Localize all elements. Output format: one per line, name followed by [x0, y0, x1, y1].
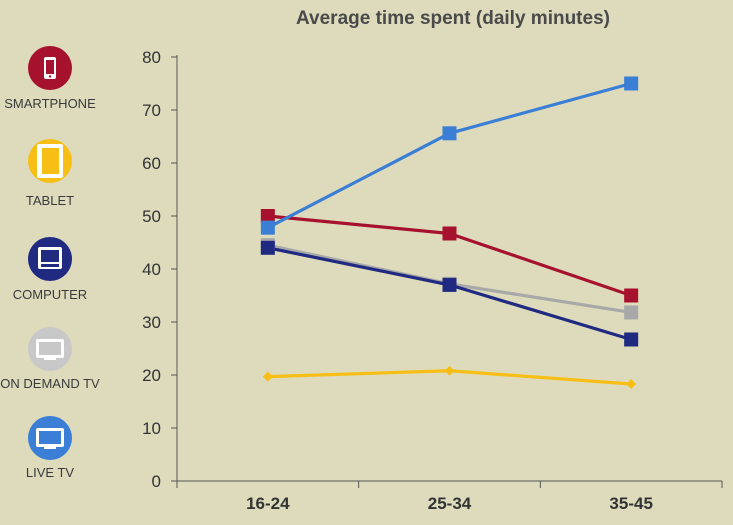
data-point-live-tv	[260, 220, 275, 235]
data-point-smartphone	[442, 226, 457, 241]
data-point-computer	[442, 277, 457, 292]
data-point-live-tv	[442, 126, 457, 141]
legend-label: LIVE TV	[26, 465, 75, 480]
smartphone-icon	[44, 57, 56, 79]
series-line-computer	[267, 246, 632, 342]
data-point-smartphone	[624, 288, 639, 303]
data-point-on-demand-tv	[624, 305, 639, 320]
legend-label: COMPUTER	[13, 287, 87, 302]
tv-icon	[36, 428, 64, 449]
x-tick-label: 25-34	[428, 494, 472, 513]
data-point-computer	[624, 332, 639, 347]
chart-title: Average time spent (daily minutes)	[296, 8, 610, 29]
y-tick-label: 0	[152, 472, 161, 491]
y-tick-label: 60	[142, 154, 161, 173]
y-tick-label: 70	[142, 101, 161, 120]
y-tick-label: 10	[142, 419, 161, 438]
legend-item-computer: COMPUTER	[13, 237, 87, 302]
data-point-tablet	[444, 365, 455, 376]
legend-item-tablet: TABLET	[26, 139, 74, 208]
y-tick-label: 30	[142, 313, 161, 332]
computer-icon	[38, 247, 62, 269]
data-point-live-tv	[624, 76, 639, 91]
legend-label: SMARTPHONE	[4, 96, 96, 111]
legend-item-live-tv: LIVE TV	[26, 416, 75, 480]
legend-label: TABLET	[26, 193, 74, 208]
y-tick-label: 50	[142, 207, 161, 226]
series-layer	[260, 76, 639, 390]
y-tick-label: 40	[142, 260, 161, 279]
legend-item-smartphone: SMARTPHONE	[4, 46, 96, 111]
data-point-smartphone	[260, 209, 275, 223]
legend-item-on-demand-tv: ON DEMAND TV	[0, 327, 100, 391]
y-axis: 0 10 20 30 40 50 60 70 80	[142, 48, 178, 491]
tablet-icon	[37, 144, 63, 178]
tv-icon	[36, 339, 64, 360]
data-point-tablet	[626, 379, 637, 390]
x-tick-label: 16-24	[246, 494, 290, 513]
x-axis: 16-24 25-34 35-45	[176, 480, 723, 513]
legend: SMARTPHONE TABLET COMPUTER ON DEMAND TV LIVE…	[0, 46, 100, 480]
y-tick-label: 80	[142, 48, 161, 67]
data-point-computer	[260, 240, 275, 255]
data-point-tablet	[262, 371, 273, 382]
legend-label: ON DEMAND TV	[0, 376, 100, 391]
x-tick-label: 35-45	[609, 494, 652, 513]
series-line-live-tv	[267, 81, 632, 230]
y-tick-label: 20	[142, 366, 161, 385]
